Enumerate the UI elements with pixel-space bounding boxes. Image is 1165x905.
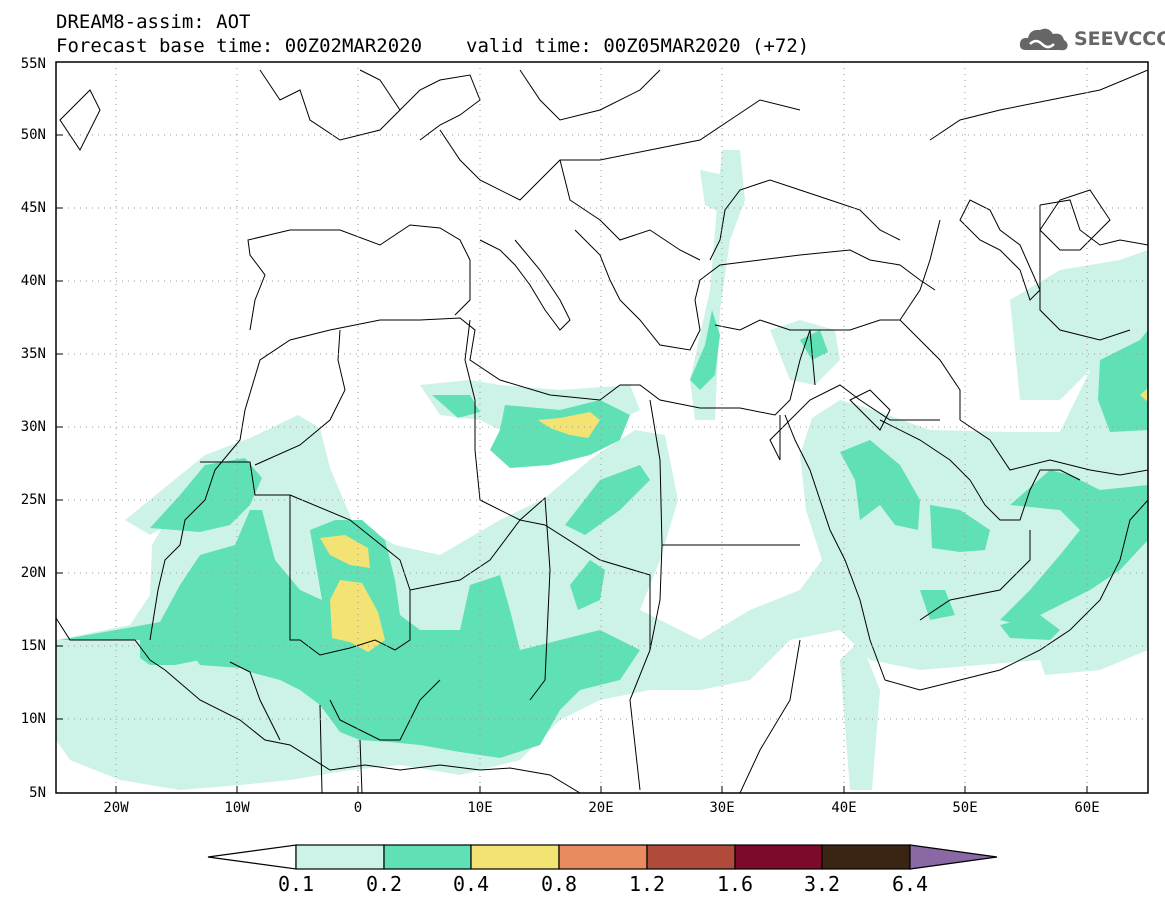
lon-label-40e: 40E — [831, 800, 857, 816]
colorbar-label-5: 1.6 — [716, 872, 754, 896]
colorbar-seg-4 — [558, 844, 648, 870]
axis-ticks — [56, 134, 1088, 793]
logo-text: SEEVCCC — [1074, 28, 1165, 50]
lon-label-0: 0 — [353, 800, 363, 816]
lat-label-20n: 20N — [20, 565, 46, 581]
colorbar-seg-2 — [383, 844, 472, 870]
coastlines — [56, 69, 1148, 793]
colorbar-label-1: 0.2 — [365, 872, 403, 896]
lat-label-30n: 30N — [20, 419, 46, 435]
lon-label-20w: 20W — [103, 800, 129, 816]
lat-label-55n: 55N — [20, 56, 46, 72]
base-time: Forecast base time: 00Z02MAR2020 — [56, 35, 423, 57]
lon-label-30e: 30E — [709, 800, 735, 816]
valid-time: valid time: 00Z05MAR2020 (+72) — [466, 35, 810, 57]
lat-label-15n: 15N — [20, 638, 46, 654]
map-title: DREAM8-assim: AOT — [56, 11, 251, 33]
colorbar-seg-8 — [909, 844, 998, 870]
colorbar-label-6: 3.2 — [803, 872, 841, 896]
colorbar-seg-0 — [207, 844, 297, 870]
map-gridlines — [56, 62, 1148, 793]
lon-label-50e: 50E — [952, 800, 978, 816]
borders — [200, 99, 1148, 793]
colorbar — [207, 844, 998, 870]
lat-label-50n: 50N — [20, 127, 46, 143]
colorbar-label-4: 1.2 — [628, 872, 666, 896]
colorbar-label-0: 0.1 — [277, 872, 315, 896]
lat-label-5n: 5N — [29, 785, 46, 801]
colorbar-seg-3 — [470, 844, 560, 870]
lat-label-45n: 45N — [20, 200, 46, 216]
lon-label-20e: 20E — [588, 800, 614, 816]
colorbar-label-7: 6.4 — [891, 872, 929, 896]
lat-label-10n: 10N — [20, 711, 46, 727]
colorbar-seg-5 — [646, 844, 736, 870]
colorbar-seg-7 — [821, 844, 911, 870]
colorbar-seg-6 — [734, 844, 823, 870]
lon-label-10w: 10W — [224, 800, 250, 816]
colorbar-label-3: 0.8 — [540, 872, 578, 896]
seevccc-logo: SEEVCCC — [1018, 24, 1165, 54]
lat-label-25n: 25N — [20, 492, 46, 508]
lon-label-60e: 60E — [1074, 800, 1100, 816]
colorbar-seg-1 — [295, 844, 385, 870]
lon-label-10e: 10E — [467, 800, 493, 816]
lat-label-40n: 40N — [20, 273, 46, 289]
map-frame — [55, 61, 1149, 794]
time-info: Forecast base time: 00Z02MAR2020 valid ti… — [56, 36, 809, 56]
cloud-icon — [1019, 28, 1068, 51]
aot-high-layer — [320, 388, 1148, 652]
colorbar-label-2: 0.4 — [452, 872, 490, 896]
lat-label-35n: 35N — [20, 346, 46, 362]
